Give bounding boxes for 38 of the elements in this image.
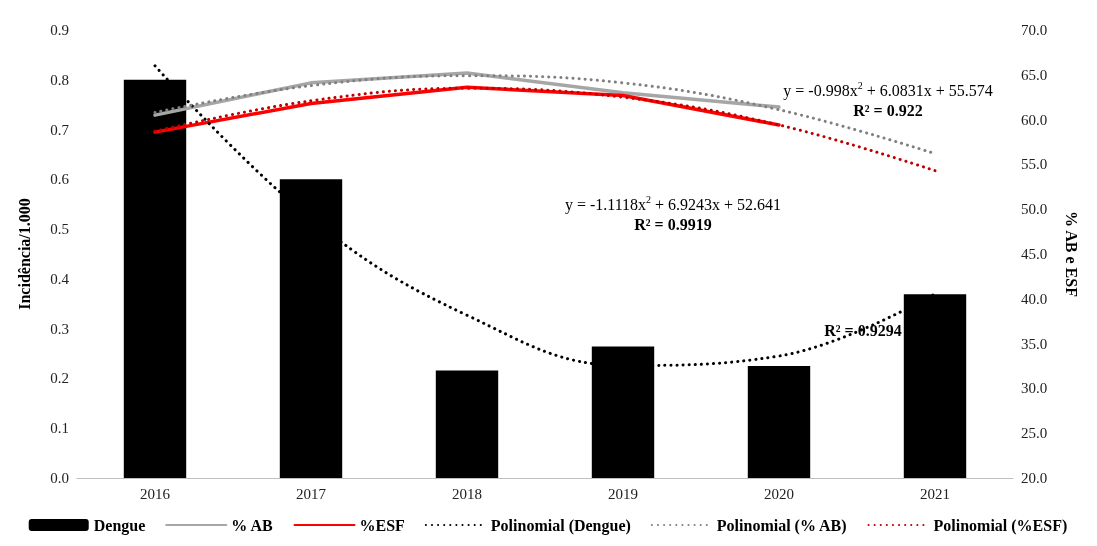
y-tick-label: 0.9 xyxy=(50,22,69,38)
y2-tick-label: 40.0 xyxy=(1021,290,1048,307)
y-tick-label: 0.8 xyxy=(50,71,69,88)
y2-tick-label: 35.0 xyxy=(1021,335,1048,352)
y-tick-label: 0.5 xyxy=(50,221,69,238)
y2-tick-label: 25.0 xyxy=(1021,425,1048,442)
y2-tick-label: 20.0 xyxy=(1021,470,1048,486)
x-tick-label: 2019 xyxy=(608,485,638,502)
legend-label: Dengue xyxy=(93,516,146,535)
y2-tick-label: 65.0 xyxy=(1021,66,1048,83)
y2-tick-label: 45.0 xyxy=(1021,246,1048,262)
x-tick-label: 2018 xyxy=(452,485,482,502)
legend-label: Polinomial (% AB) xyxy=(716,516,847,535)
x-tick-label: 2017 xyxy=(296,485,327,502)
legend-label: %ESF xyxy=(359,516,406,534)
y2-tick-label: 55.0 xyxy=(1021,156,1048,173)
y-tick-label: 0.7 xyxy=(50,121,70,138)
y-tick-label: 0.4 xyxy=(50,270,70,287)
y-tick-label: 0.6 xyxy=(50,171,70,188)
y-tick-label: 0.0 xyxy=(50,470,69,486)
annotation: R² = 0.9294 xyxy=(824,321,902,339)
y-tick-label: 0.1 xyxy=(50,420,69,437)
legend-label: Polinomial (%ESF) xyxy=(933,516,1068,535)
y2-tick-label: 30.0 xyxy=(1021,380,1048,397)
bar xyxy=(435,370,499,478)
y2-tick-label: 50.0 xyxy=(1021,201,1048,218)
bar xyxy=(747,366,811,478)
y-tick-label: 0.3 xyxy=(50,320,69,337)
x-tick-label: 2020 xyxy=(764,485,794,502)
y2-tick-label: 70.0 xyxy=(1021,22,1048,38)
y2-axis-title: % AB e ESF xyxy=(1062,211,1080,298)
x-tick-label: 2021 xyxy=(920,485,950,502)
y-axis-title: Incidência/1.000 xyxy=(15,198,33,310)
legend-label: Polinomial (Dengue) xyxy=(490,516,631,535)
legend-label: % AB xyxy=(231,516,273,534)
y-tick-label: 0.2 xyxy=(50,370,69,387)
x-tick-label: 2016 xyxy=(140,485,171,502)
y2-tick-label: 60.0 xyxy=(1021,111,1048,128)
